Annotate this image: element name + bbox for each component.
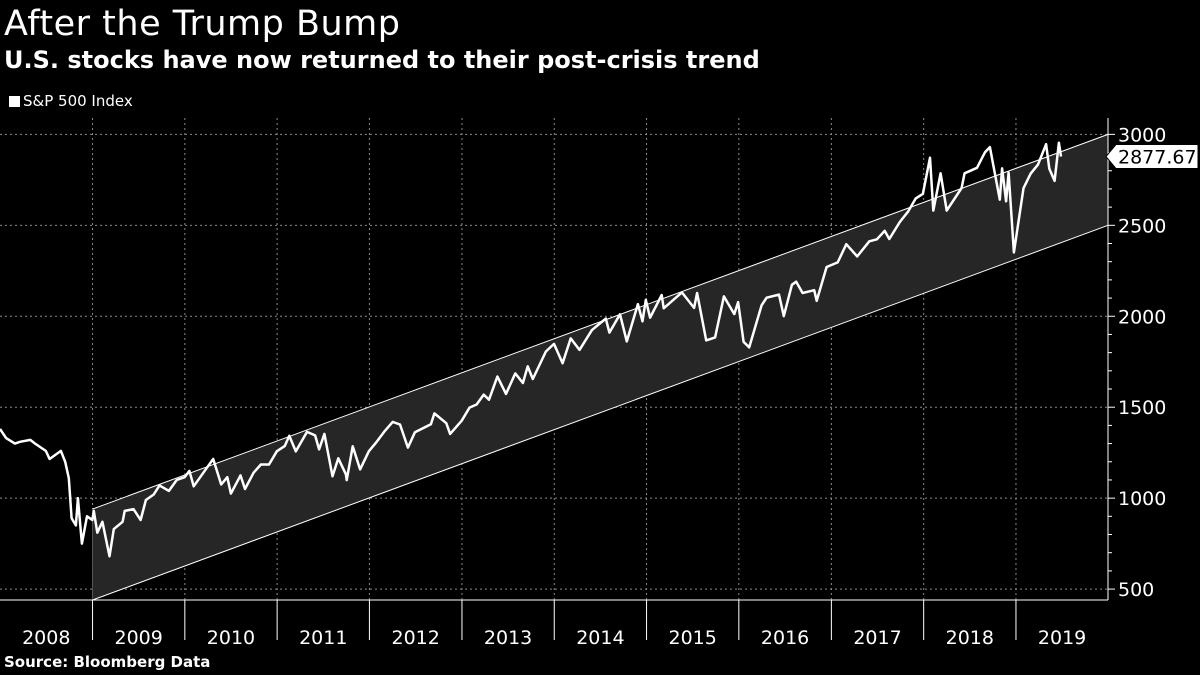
x-tick-label: 2012 [392, 627, 440, 649]
source-note: Source: Bloomberg Data [4, 653, 211, 671]
x-tick-label: 2017 [853, 627, 901, 649]
x-tick-label: 2019 [1038, 627, 1086, 649]
y-tick-label: 2500 [1118, 215, 1166, 237]
series-line-sp500 [0, 141, 1063, 558]
x-tick-label: 2018 [946, 627, 994, 649]
y-tick-label: 1000 [1118, 488, 1166, 510]
chart-title: After the Trump Bump [4, 4, 401, 44]
trend-channel-band [92, 134, 1108, 600]
x-tick-label: 2013 [484, 627, 532, 649]
x-tick-label: 2015 [669, 627, 717, 649]
x-tick-label: 2011 [299, 627, 347, 649]
legend-label: S&P 500 Index [23, 92, 133, 110]
x-tick-label: 2010 [207, 627, 255, 649]
y-tick-label: 3000 [1118, 124, 1166, 146]
legend-swatch [9, 95, 20, 107]
y-tick-label: 2000 [1118, 306, 1166, 328]
x-tick-label: 2008 [22, 627, 70, 649]
trend-channel-lower [92, 224, 1109, 601]
y-tick-label: 1500 [1118, 397, 1166, 419]
x-tick-label: 2016 [761, 627, 809, 649]
last-value-callout [1105, 144, 1199, 170]
last-value-label: 2877.67 [1118, 147, 1197, 169]
chart-subtitle: U.S. stocks have now returned to their p… [4, 46, 760, 74]
x-tick-label: 2014 [576, 627, 624, 649]
x-tick-label: 2009 [115, 627, 163, 649]
y-tick-label: 500 [1118, 579, 1154, 601]
legend: S&P 500 Index [9, 92, 133, 110]
